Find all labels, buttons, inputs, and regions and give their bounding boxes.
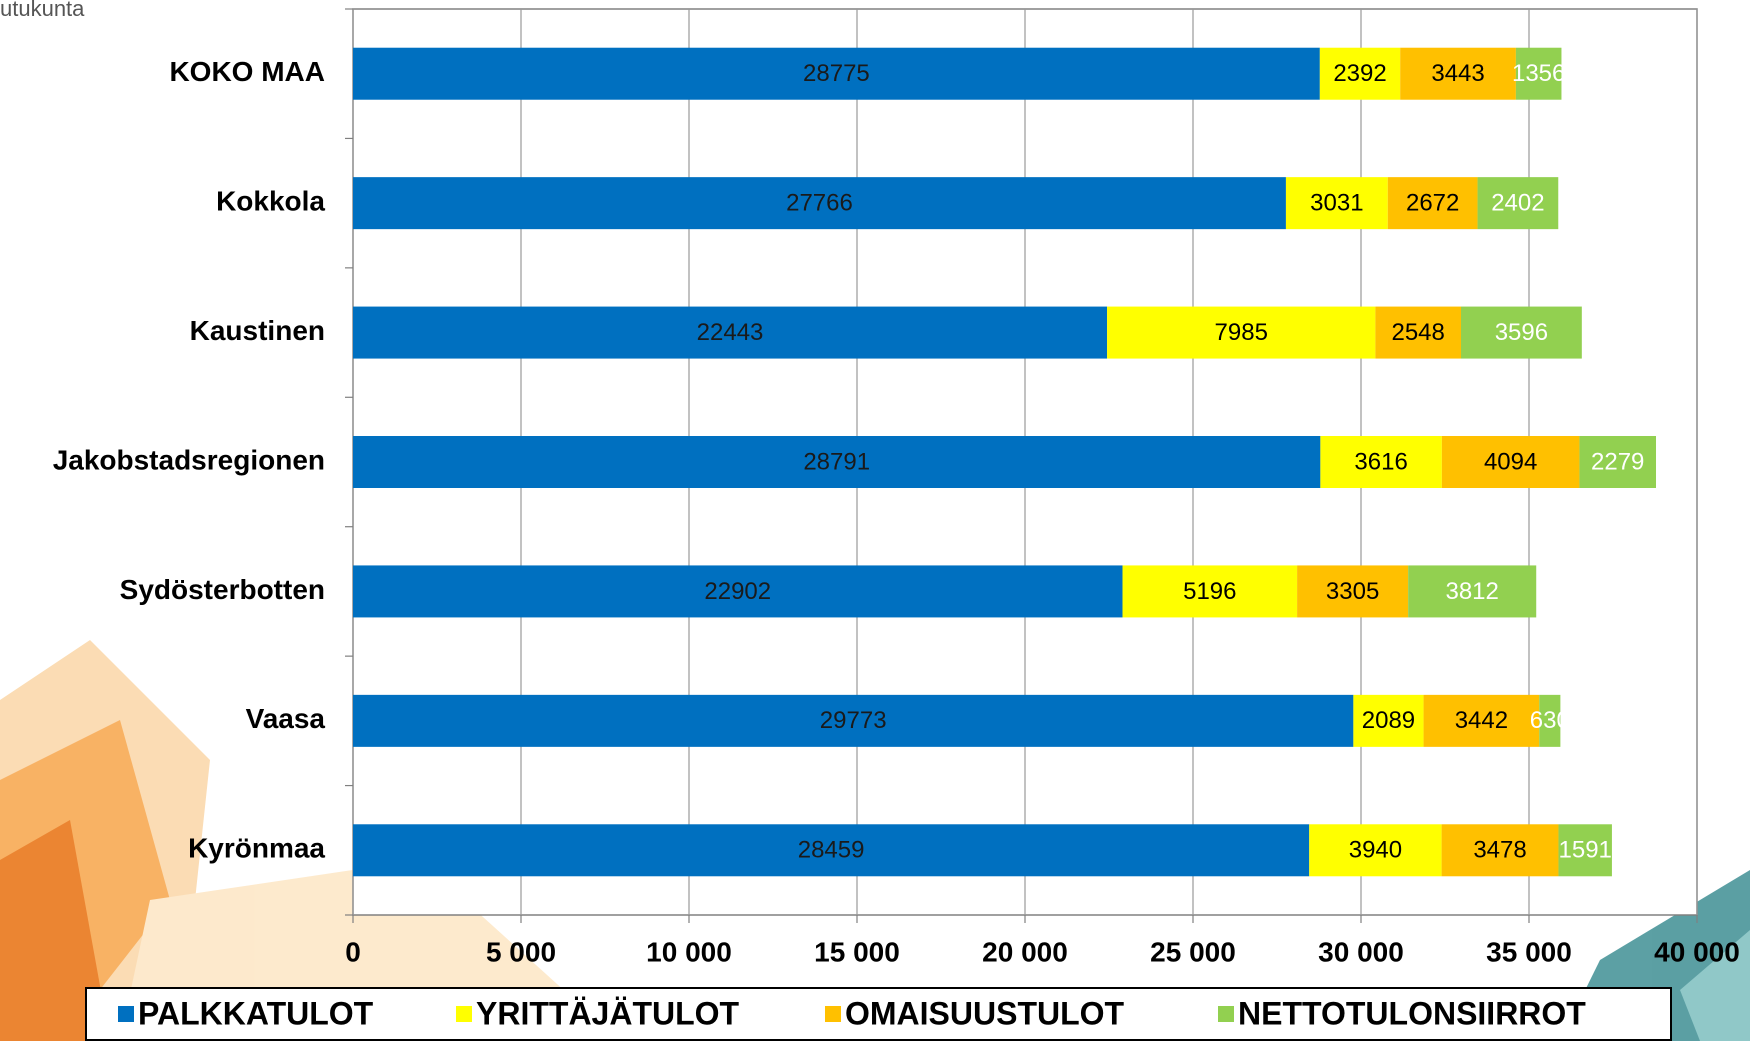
x-tick-label: 25 000 <box>1150 936 1236 967</box>
bar-segment <box>353 694 1354 747</box>
data-label: 3616 <box>1354 448 1407 475</box>
y-tick-label: Kokkola <box>216 186 325 217</box>
bar-segment <box>1441 436 1580 488</box>
bar-segment <box>1423 694 1540 747</box>
data-label: 1356 <box>1512 60 1565 87</box>
x-tick-label: 5 000 <box>486 936 556 967</box>
x-tick-label: 0 <box>345 936 361 967</box>
data-label: 3442 <box>1455 707 1508 734</box>
legend <box>85 987 1672 1041</box>
legend-label: NETTOTULONSIIRROT <box>1238 995 1586 1031</box>
bar-segment <box>1579 436 1657 488</box>
bar-segment <box>1441 824 1559 877</box>
data-label: 1591 <box>1559 837 1612 864</box>
y-tick-label: KOKO MAA <box>169 56 325 87</box>
logo-text: utukunta <box>0 0 85 21</box>
data-label: 22902 <box>704 578 771 605</box>
bar-segment <box>353 565 1123 618</box>
bar-segment <box>1477 177 1559 230</box>
x-tick-label: 15 000 <box>814 936 900 967</box>
data-label: 3478 <box>1473 837 1526 864</box>
data-label: 29773 <box>820 707 887 734</box>
bar-segment <box>1460 306 1582 359</box>
bar-segment <box>1320 436 1442 488</box>
data-label: 3305 <box>1326 578 1379 605</box>
bar-segment <box>1353 694 1424 747</box>
legend-label: PALKKATULOT <box>138 995 374 1031</box>
data-label: 5196 <box>1183 578 1236 605</box>
data-label: 2392 <box>1333 60 1386 87</box>
legend-swatch <box>1218 1006 1234 1022</box>
x-tick-label: 40 000 <box>1654 936 1740 967</box>
x-tick-label: 35 000 <box>1486 936 1572 967</box>
bar-segment <box>353 306 1108 359</box>
x-tick-label: 10 000 <box>646 936 732 967</box>
data-label: 3940 <box>1349 837 1402 864</box>
bar-segment <box>1387 177 1478 230</box>
data-label: 630 <box>1530 707 1570 734</box>
legend-label: OMAISUUSTULOT <box>845 995 1125 1031</box>
data-label: 4094 <box>1484 448 1537 475</box>
bar-segment <box>1515 47 1562 100</box>
bar-segment <box>1400 47 1516 100</box>
data-label: 22443 <box>697 319 764 346</box>
bar-segment <box>353 824 1310 877</box>
data-label: 28791 <box>803 448 870 475</box>
bar-segment <box>1408 565 1537 618</box>
data-label: 2548 <box>1391 319 1444 346</box>
x-tick-label: 20 000 <box>982 936 1068 967</box>
bar-segment <box>353 177 1286 230</box>
bar-segment <box>353 47 1320 100</box>
y-tick-label: Sydösterbotten <box>120 574 325 605</box>
bar-segment <box>353 436 1321 488</box>
bar-segment <box>1297 565 1409 618</box>
data-label: 3812 <box>1445 578 1498 605</box>
bar-segment <box>1558 824 1612 877</box>
data-label: 7985 <box>1215 319 1268 346</box>
data-label: 2402 <box>1491 189 1544 216</box>
data-label: 28775 <box>803 60 870 87</box>
data-label: 2672 <box>1406 189 1459 216</box>
bar-segment <box>1285 177 1388 230</box>
legend-swatch <box>456 1006 472 1022</box>
legend-swatch <box>825 1006 841 1022</box>
bar-segment <box>1309 824 1442 877</box>
x-tick-label: 30 000 <box>1318 936 1404 967</box>
bar-segment <box>1122 565 1298 618</box>
data-label: 2089 <box>1362 707 1415 734</box>
y-tick-label: Kaustinen <box>190 315 325 346</box>
bar-segment <box>1375 306 1461 359</box>
data-label: 3596 <box>1495 319 1548 346</box>
data-label: 3031 <box>1310 189 1363 216</box>
legend-swatch <box>118 1006 134 1022</box>
data-label: 3443 <box>1431 60 1484 87</box>
data-label: 2279 <box>1591 448 1644 475</box>
data-label: 28459 <box>798 837 865 864</box>
bar-segment <box>1319 47 1401 100</box>
y-tick-label: Jakobstadsregionen <box>53 444 325 475</box>
y-tick-label: Kyrönmaa <box>188 833 325 864</box>
bar-segment <box>1107 306 1376 359</box>
y-tick-label: Vaasa <box>246 703 326 734</box>
bar-segment <box>1539 694 1561 747</box>
legend-label: YRITTÄJÄTULOT <box>476 995 740 1031</box>
data-label: 27766 <box>786 189 853 216</box>
